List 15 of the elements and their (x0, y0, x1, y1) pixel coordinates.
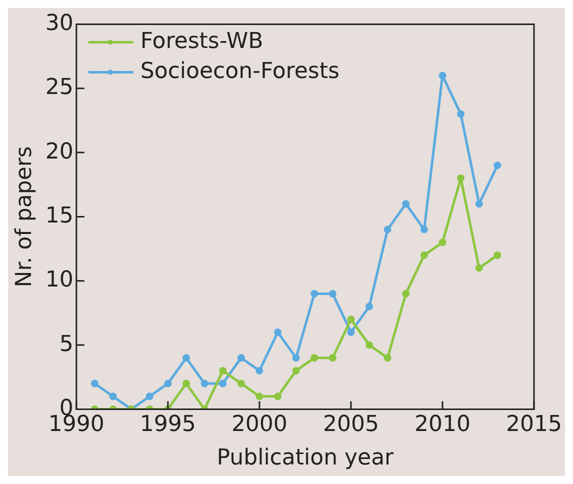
x-tick-label: 1995 (140, 412, 196, 438)
y-tick-label: 5 (59, 332, 74, 357)
x-tick-label: 2015 (506, 412, 562, 438)
x-tick-label: 2000 (231, 412, 288, 438)
y-axis-title: Nr. of papers (12, 146, 37, 288)
x-tick-label: 2010 (414, 412, 470, 438)
y-tick-label: 20 (45, 139, 74, 164)
y-tick-label: 15 (45, 203, 74, 228)
legend-label: Socioecon-Forests (140, 58, 340, 84)
y-tick-label: 10 (45, 268, 74, 293)
legend-label: Forests-WB (140, 28, 264, 54)
y-tick-label: 30 (45, 10, 74, 36)
y-tick-label: 25 (45, 75, 74, 100)
x-axis-title: Publication year (216, 446, 395, 471)
x-tick-label: 2005 (322, 412, 379, 438)
